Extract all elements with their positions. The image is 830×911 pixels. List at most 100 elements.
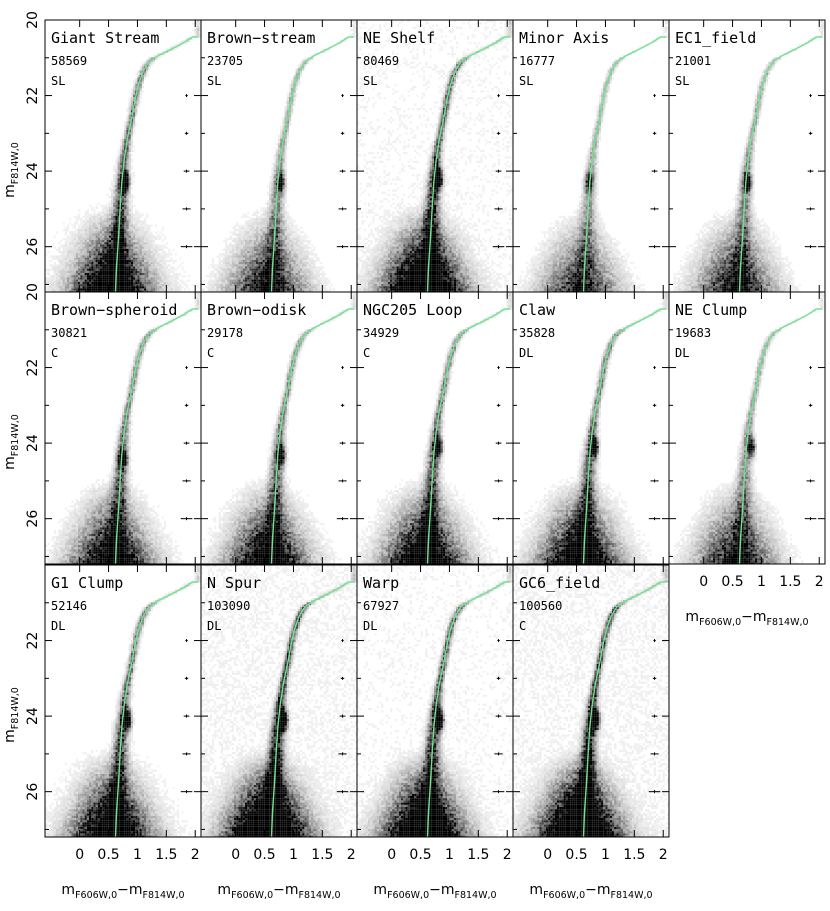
density-cell <box>141 240 144 243</box>
density-cell <box>269 182 272 185</box>
density-cell <box>238 268 241 271</box>
density-cell <box>262 266 265 269</box>
density-cell <box>278 178 281 181</box>
density-cell <box>269 213 272 216</box>
density-cell <box>383 275 386 278</box>
density-cell <box>372 235 375 238</box>
density-cell <box>300 251 303 254</box>
density-cell <box>137 255 140 258</box>
density-cell <box>100 224 103 227</box>
density-cell <box>174 288 177 291</box>
density-cell <box>297 290 300 292</box>
density-cell <box>89 240 92 243</box>
density-cell <box>168 255 171 258</box>
density-cell <box>273 191 276 194</box>
density-cell <box>385 86 388 89</box>
density-cell <box>75 246 78 249</box>
density-cell <box>137 220 140 223</box>
density-cell <box>311 248 314 251</box>
density-cell <box>130 222 133 225</box>
density-cell <box>236 233 239 236</box>
density-cell <box>75 235 78 238</box>
density-cell <box>282 259 285 262</box>
density-cell <box>256 288 259 291</box>
density-cell <box>284 154 287 157</box>
density-cell <box>264 213 267 216</box>
density-cell <box>313 286 316 289</box>
density-cell <box>352 22 355 25</box>
density-cell <box>135 209 138 212</box>
density-cell <box>144 257 147 260</box>
density-cell <box>359 288 362 291</box>
density-cell <box>133 242 136 245</box>
y-tick-label: 22 <box>25 87 41 105</box>
density-cell <box>155 257 158 260</box>
density-cell <box>82 275 85 278</box>
density-cell <box>359 290 362 292</box>
density-cell <box>315 290 318 292</box>
density-cell <box>359 37 362 40</box>
density-cell <box>383 180 386 183</box>
density-cell <box>359 26 362 29</box>
density-cell <box>379 185 382 188</box>
density-cell <box>159 270 162 273</box>
density-cell <box>363 262 366 265</box>
density-cell <box>379 68 382 71</box>
density-cell <box>108 264 111 267</box>
density-cell <box>93 246 96 249</box>
density-cell <box>225 288 228 291</box>
density-cell <box>227 259 230 262</box>
density-cell <box>238 237 241 240</box>
density-cell <box>223 281 226 284</box>
density-cell <box>240 259 243 262</box>
density-cell <box>223 262 226 265</box>
density-cell <box>97 244 100 247</box>
density-cell <box>64 244 67 247</box>
density-cell <box>365 167 368 170</box>
density-cell <box>236 286 239 289</box>
density-cell <box>282 169 285 172</box>
density-cell <box>150 255 153 258</box>
density-cell <box>86 281 89 284</box>
density-cell <box>372 255 375 258</box>
density-cell <box>374 279 377 282</box>
density-cell <box>84 257 87 260</box>
density-cell <box>139 68 142 71</box>
density-cell <box>89 224 92 227</box>
density-cell <box>148 262 151 265</box>
density-cell <box>69 275 72 278</box>
density-cell <box>258 211 261 214</box>
density-cell <box>67 270 70 273</box>
density-cell <box>124 169 127 172</box>
density-cell <box>95 268 98 271</box>
density-cell <box>304 235 307 238</box>
density-cell <box>383 182 386 185</box>
density-cell <box>286 290 289 292</box>
density-cell <box>258 220 261 223</box>
density-cell <box>359 88 362 91</box>
density-cell <box>234 253 237 256</box>
density-cell <box>253 235 256 238</box>
density-cell <box>207 288 210 291</box>
density-cell <box>104 268 107 271</box>
density-cell <box>258 231 261 234</box>
density-cell <box>300 259 303 262</box>
density-cell <box>295 68 298 71</box>
density-cell <box>280 127 283 130</box>
density-cell <box>155 290 158 292</box>
density-cell <box>223 268 226 271</box>
density-cell <box>258 244 261 247</box>
density-cell <box>133 116 136 119</box>
density-cell <box>130 275 133 278</box>
density-cell <box>117 204 120 207</box>
density-cell <box>141 290 144 292</box>
density-cell <box>304 273 307 276</box>
density-cell <box>137 215 140 218</box>
density-cell <box>304 64 307 67</box>
density-cell <box>139 264 142 267</box>
density-cell <box>80 275 83 278</box>
density-cell <box>93 281 96 284</box>
density-cell <box>93 275 96 278</box>
density-cell <box>161 253 164 256</box>
density-cell <box>372 257 375 260</box>
